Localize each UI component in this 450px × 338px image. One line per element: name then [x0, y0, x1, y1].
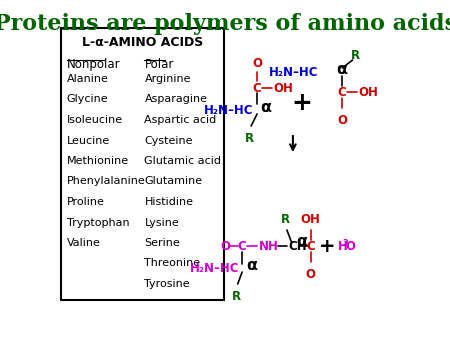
Text: Isoleucine: Isoleucine — [67, 115, 123, 125]
Text: Proline: Proline — [67, 197, 105, 207]
Text: Tryptophan: Tryptophan — [67, 217, 130, 227]
Text: R: R — [232, 290, 241, 303]
Text: NH: NH — [259, 240, 279, 252]
Text: OH: OH — [359, 86, 378, 98]
Text: Phenylalanine: Phenylalanine — [67, 176, 145, 187]
Text: Glutamic acid: Glutamic acid — [144, 156, 221, 166]
Text: Cysteine: Cysteine — [144, 136, 193, 145]
Text: Alanine: Alanine — [67, 74, 109, 84]
Text: O: O — [345, 240, 355, 252]
Text: Nonpolar: Nonpolar — [67, 58, 121, 71]
Text: +: + — [319, 237, 335, 256]
Text: H₂N–HC: H₂N–HC — [190, 262, 239, 274]
Text: Glycine: Glycine — [67, 95, 108, 104]
Text: Methionine: Methionine — [67, 156, 129, 166]
Text: 2: 2 — [342, 239, 348, 247]
Text: α: α — [246, 259, 257, 273]
Text: Asparagine: Asparagine — [144, 95, 207, 104]
Text: Proteins are polymers of amino acids: Proteins are polymers of amino acids — [0, 13, 450, 35]
Text: L-α-AMINO ACIDS: L-α-AMINO ACIDS — [81, 36, 203, 49]
Text: α: α — [296, 235, 307, 249]
Text: Polar: Polar — [144, 58, 174, 71]
Text: α: α — [336, 63, 347, 77]
Text: C: C — [338, 86, 346, 98]
Text: C: C — [253, 81, 261, 95]
Text: C: C — [238, 240, 247, 252]
Text: O: O — [252, 57, 262, 70]
Text: R: R — [245, 132, 254, 145]
Text: OH: OH — [274, 81, 293, 95]
Text: H₂N–HC: H₂N–HC — [269, 66, 318, 78]
Text: Threonine: Threonine — [144, 259, 201, 268]
Text: OH: OH — [301, 213, 321, 226]
Text: Serine: Serine — [144, 238, 180, 248]
Text: CH: CH — [288, 240, 307, 252]
Text: O: O — [306, 268, 316, 281]
Text: +: + — [292, 91, 312, 115]
Text: Lysine: Lysine — [144, 217, 179, 227]
Text: α: α — [260, 100, 271, 116]
FancyBboxPatch shape — [61, 28, 224, 300]
Text: R: R — [281, 213, 290, 226]
Text: H₂N–HC: H₂N–HC — [204, 103, 253, 117]
Text: O: O — [337, 114, 347, 127]
Text: Histidine: Histidine — [144, 197, 194, 207]
Text: Valine: Valine — [67, 238, 101, 248]
Text: O: O — [221, 240, 231, 252]
Text: Leucine: Leucine — [67, 136, 110, 145]
Text: R: R — [351, 49, 360, 62]
Text: H: H — [338, 240, 347, 252]
Text: Tyrosine: Tyrosine — [144, 279, 190, 289]
Text: Aspartic acid: Aspartic acid — [144, 115, 216, 125]
Text: Glutamine: Glutamine — [144, 176, 203, 187]
Text: Arginine: Arginine — [144, 74, 191, 84]
Text: C: C — [306, 240, 315, 252]
